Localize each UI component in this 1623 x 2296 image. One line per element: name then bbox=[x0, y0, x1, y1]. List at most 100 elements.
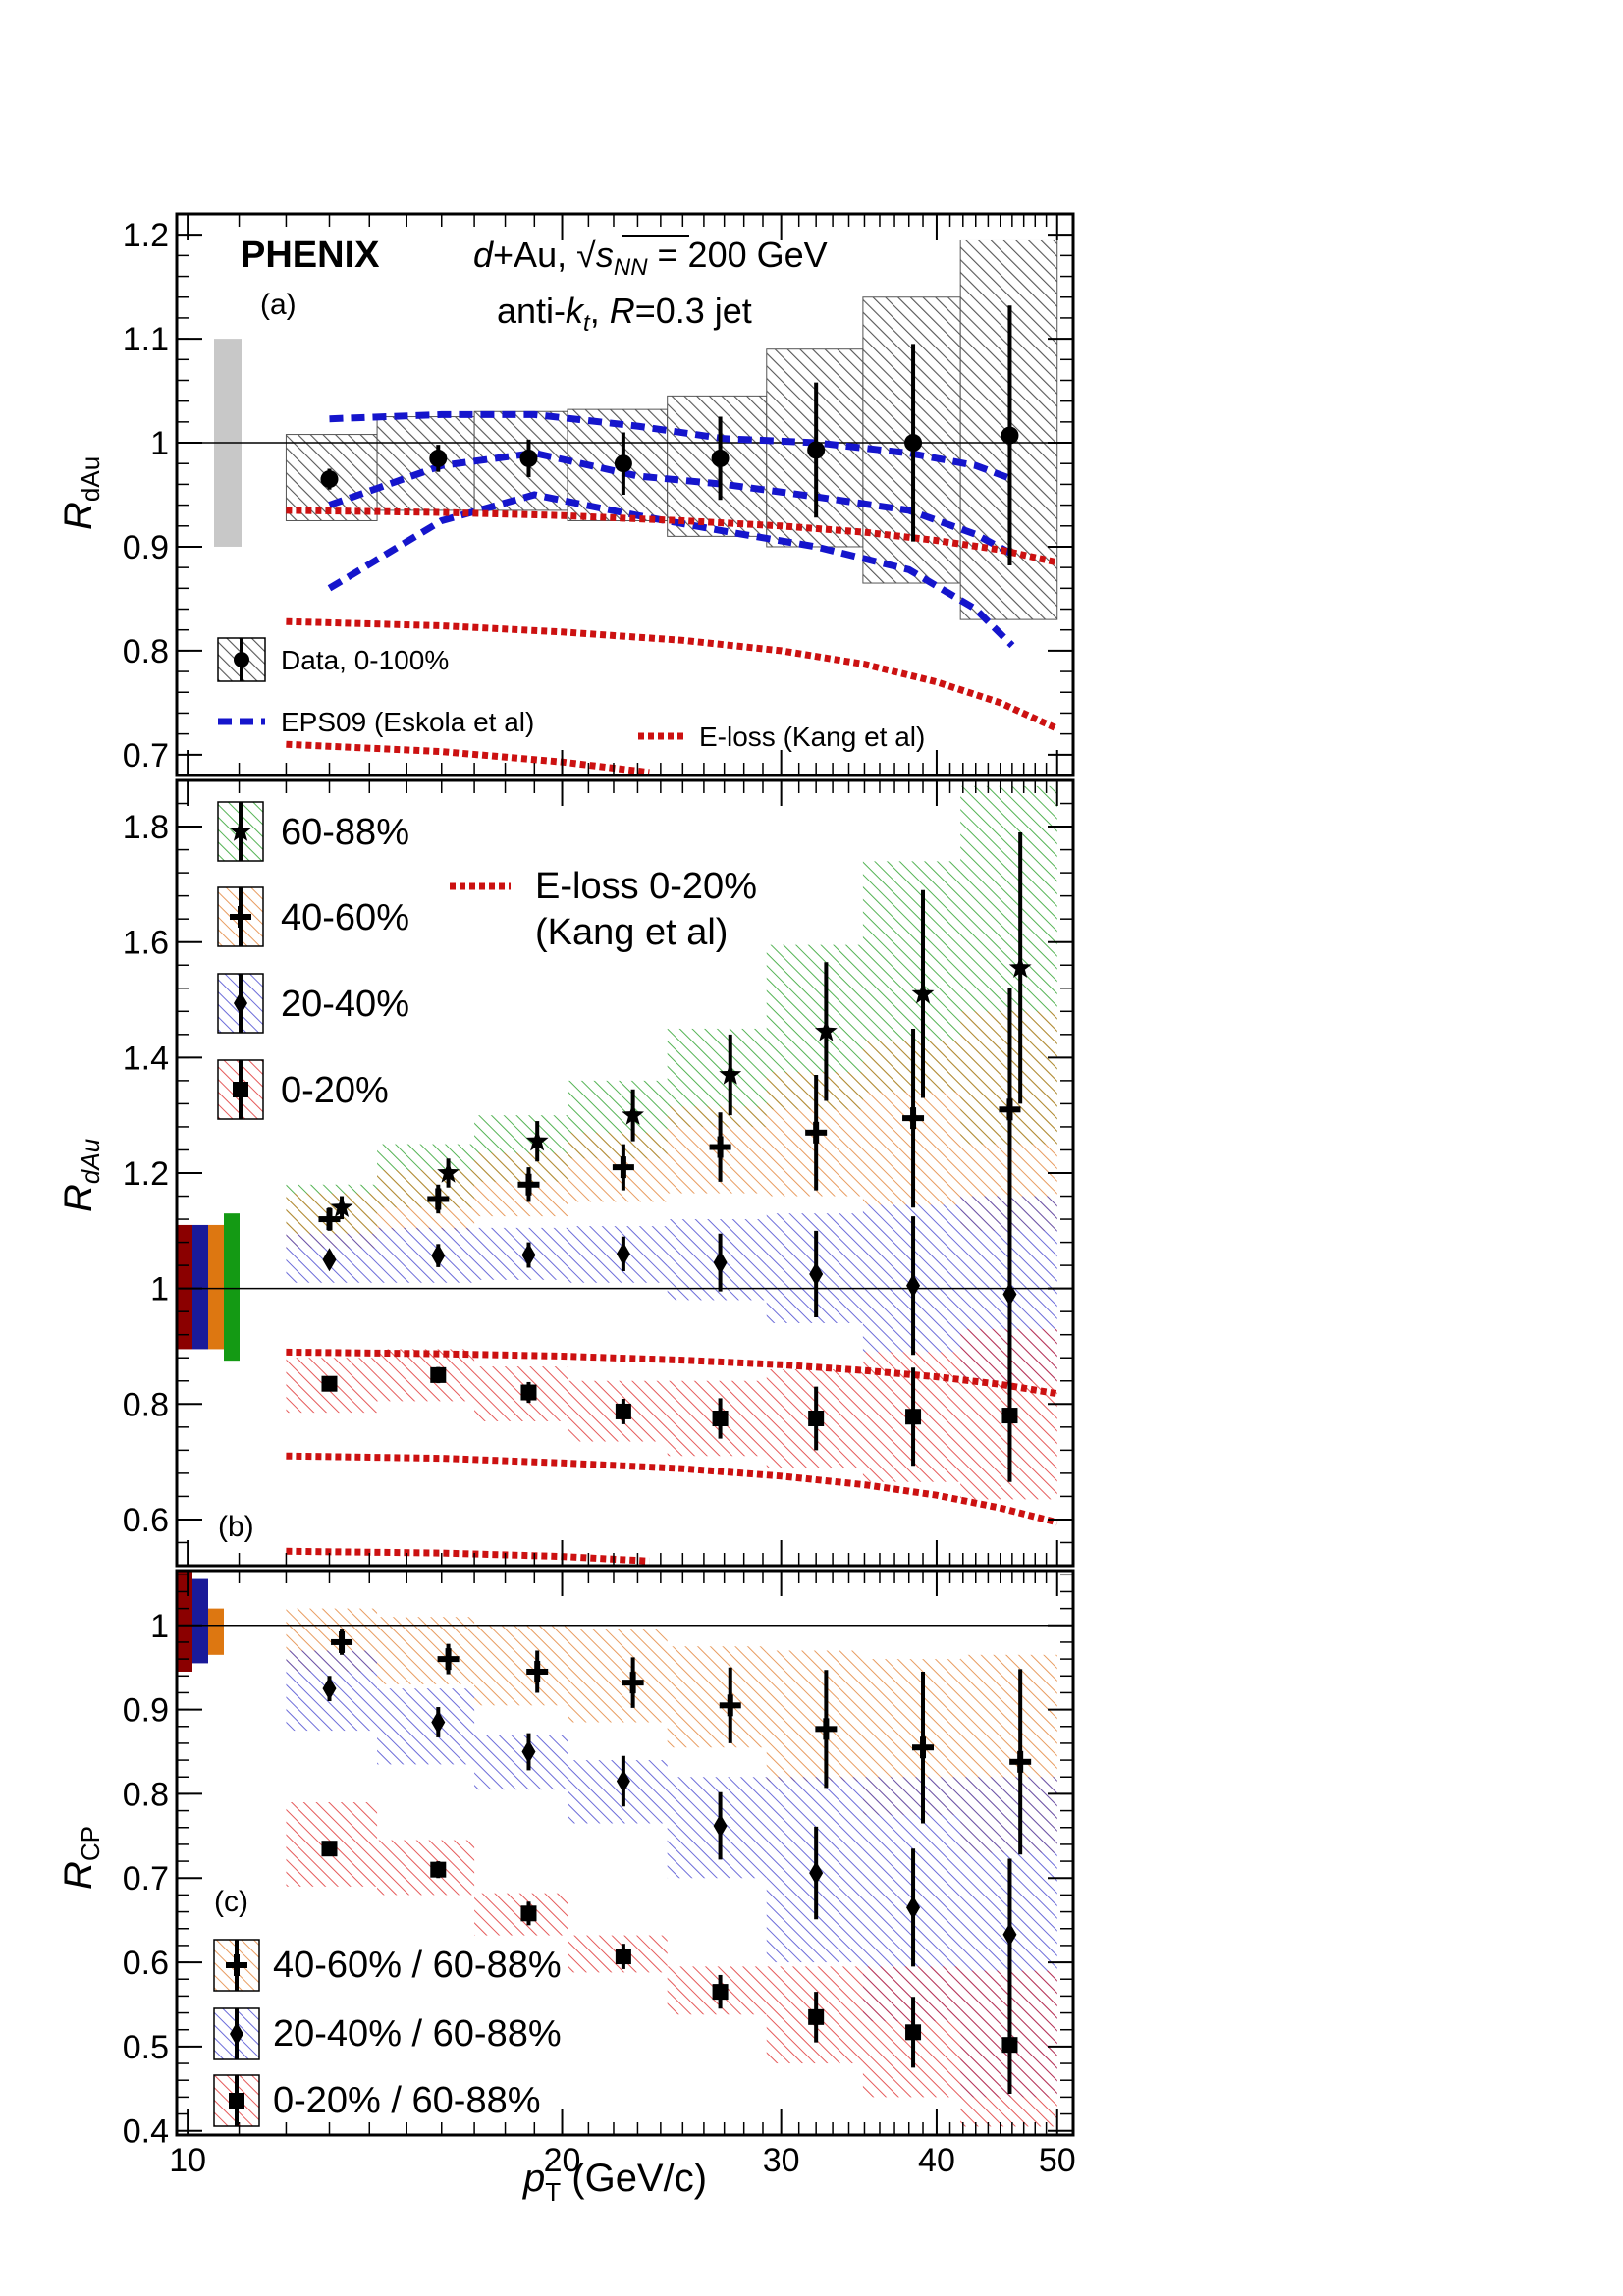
x-tick-label: 30 bbox=[763, 2142, 800, 2179]
cross-marker-v bbox=[1006, 1098, 1013, 1121]
y-tick-label: 0.5 bbox=[123, 2029, 169, 2066]
x-axis-tick-labels: 10 20 30 40 50 bbox=[169, 2142, 1075, 2179]
panel-a-frame bbox=[175, 212, 1075, 777]
diamond-marker bbox=[809, 1861, 824, 1886]
star-marker bbox=[229, 820, 252, 841]
legend-label: 0-20% / 60-88% bbox=[273, 2080, 541, 2121]
legend-eloss-020-label2: (Kang et al) bbox=[535, 912, 728, 953]
x-axis-title: pT (GeV/c) bbox=[522, 2157, 707, 2207]
panel-b-y-title-r: R bbox=[57, 1184, 100, 1212]
y-tick-label: 1.4 bbox=[123, 1040, 169, 1077]
square-marker bbox=[712, 1984, 729, 2001]
panel-a-y-tick-labels: 0.7 0.8 0.9 1 1.1 1.2 bbox=[123, 217, 169, 774]
eloss-curve bbox=[286, 740, 650, 776]
panel-b-y-title-sub: dAu bbox=[76, 1139, 105, 1184]
y-tick-label: 1.1 bbox=[123, 321, 169, 358]
legend-label: 40-60% / 60-88% bbox=[273, 1945, 562, 1986]
cross-marker-v bbox=[620, 1156, 626, 1179]
global-uncertainty-box bbox=[177, 1571, 192, 1672]
jet-suffix: =0.3 jet bbox=[635, 291, 752, 331]
global-uncertainty-box bbox=[208, 1608, 224, 1655]
legend-data-marker bbox=[234, 652, 249, 667]
panel-c-y-axis-title: RCP bbox=[57, 1826, 105, 1890]
diamond-marker bbox=[322, 1677, 337, 1701]
global-uncertainty-box bbox=[192, 1224, 208, 1350]
cross-marker-v bbox=[445, 1648, 452, 1671]
panel-a-systematic-boxes bbox=[285, 239, 1058, 620]
square-marker bbox=[430, 1861, 447, 1878]
y-tick-label: 0.9 bbox=[123, 1692, 169, 1730]
cross-marker-v bbox=[1017, 1750, 1024, 1773]
panel-a-system-label: d+Au, √sNN = 200 GeV bbox=[473, 235, 828, 281]
panel-c-y-title-r: R bbox=[57, 1861, 100, 1890]
y-tick-label: 0.8 bbox=[123, 633, 169, 670]
systematic-box bbox=[377, 1227, 475, 1283]
y-tick-label: 0.6 bbox=[123, 1502, 169, 1539]
square-marker bbox=[520, 1384, 537, 1401]
jet-t: t bbox=[583, 310, 591, 337]
x-tick-label: 10 bbox=[169, 2142, 206, 2179]
y-tick-label: 0.9 bbox=[123, 529, 169, 566]
eps09-curve bbox=[327, 491, 1015, 649]
square-marker bbox=[229, 2093, 244, 2109]
systematic-box bbox=[377, 1840, 475, 1896]
diamond-marker bbox=[431, 1710, 446, 1735]
panel-a-y-axis-title: RdAu bbox=[57, 456, 105, 530]
legend-label: 60-88% bbox=[281, 812, 409, 853]
square-marker bbox=[233, 1082, 248, 1097]
systematic-box bbox=[377, 1170, 475, 1231]
star-marker bbox=[719, 1063, 742, 1085]
systematic-box bbox=[667, 1646, 767, 1748]
y-tick-label: 0.8 bbox=[123, 1776, 169, 1813]
star-marker bbox=[911, 982, 935, 1004]
panel-c-systematic-boxes bbox=[286, 1608, 1057, 2127]
eps09-curve bbox=[328, 450, 1014, 558]
panel-c-frame bbox=[175, 1569, 1075, 2137]
panel-c-y-title-sub: CP bbox=[76, 1826, 105, 1861]
systematic-box bbox=[474, 1227, 568, 1280]
square-marker bbox=[1001, 2037, 1018, 2054]
square-marker bbox=[615, 1403, 631, 1419]
eloss-curve bbox=[286, 1547, 650, 1565]
y-tick-label: 1.2 bbox=[123, 1155, 169, 1193]
systematic-box bbox=[568, 1629, 668, 1723]
y-tick-label: 1.2 bbox=[123, 217, 169, 254]
x-title-sub: T bbox=[545, 2177, 561, 2207]
legend-label: 20-40% / 60-88% bbox=[273, 2013, 562, 2055]
legend-eloss-020-label: E-loss 0-20% bbox=[535, 866, 757, 907]
panel-c-ticks bbox=[177, 1571, 1073, 2135]
cross-marker-v bbox=[920, 1736, 927, 1759]
circle-marker bbox=[904, 434, 923, 453]
y-tick-label: 1 bbox=[150, 1608, 169, 1645]
panel-a-y-title-sub: dAu bbox=[76, 456, 105, 502]
square-marker bbox=[905, 2024, 922, 2041]
legend-eps09-label: EPS09 (Eskola et al) bbox=[281, 707, 534, 737]
cross-marker-v bbox=[534, 1660, 541, 1682]
global-uncertainty-box bbox=[177, 1224, 192, 1350]
diamond-marker bbox=[713, 1814, 728, 1839]
legend-label: 40-60% bbox=[281, 897, 409, 938]
star-marker bbox=[622, 1103, 644, 1125]
y-tick-label: 1.6 bbox=[123, 925, 169, 962]
sqrt-s: s bbox=[596, 235, 614, 275]
diamond-marker bbox=[230, 2022, 243, 2046]
legend-data-label: Data, 0-100% bbox=[281, 645, 449, 675]
jet-r: R bbox=[610, 291, 635, 331]
star-marker bbox=[437, 1161, 460, 1183]
eloss-curve bbox=[286, 617, 1059, 732]
x-title-p: p bbox=[522, 2157, 545, 2200]
square-marker bbox=[1001, 1408, 1018, 1424]
eloss-curve bbox=[286, 1348, 1058, 1398]
panel-a: 0.7 0.8 0.9 1 1.1 1.2 PHENIX d+Au, √sNN = 200… bbox=[57, 212, 1075, 777]
square-marker bbox=[905, 1409, 922, 1425]
diamond-marker bbox=[809, 1261, 824, 1286]
panel-c-data-points bbox=[321, 1629, 1032, 2094]
panel-c-tag: (c) bbox=[214, 1886, 248, 1918]
x-tick-label: 50 bbox=[1039, 2142, 1076, 2179]
star-marker bbox=[815, 1019, 838, 1041]
diamond-marker bbox=[713, 1251, 728, 1275]
panel-a-y-title-r: R bbox=[57, 502, 100, 530]
system-d: d bbox=[473, 235, 494, 275]
circle-marker bbox=[711, 449, 730, 467]
panel-a-data-points bbox=[320, 305, 1019, 566]
